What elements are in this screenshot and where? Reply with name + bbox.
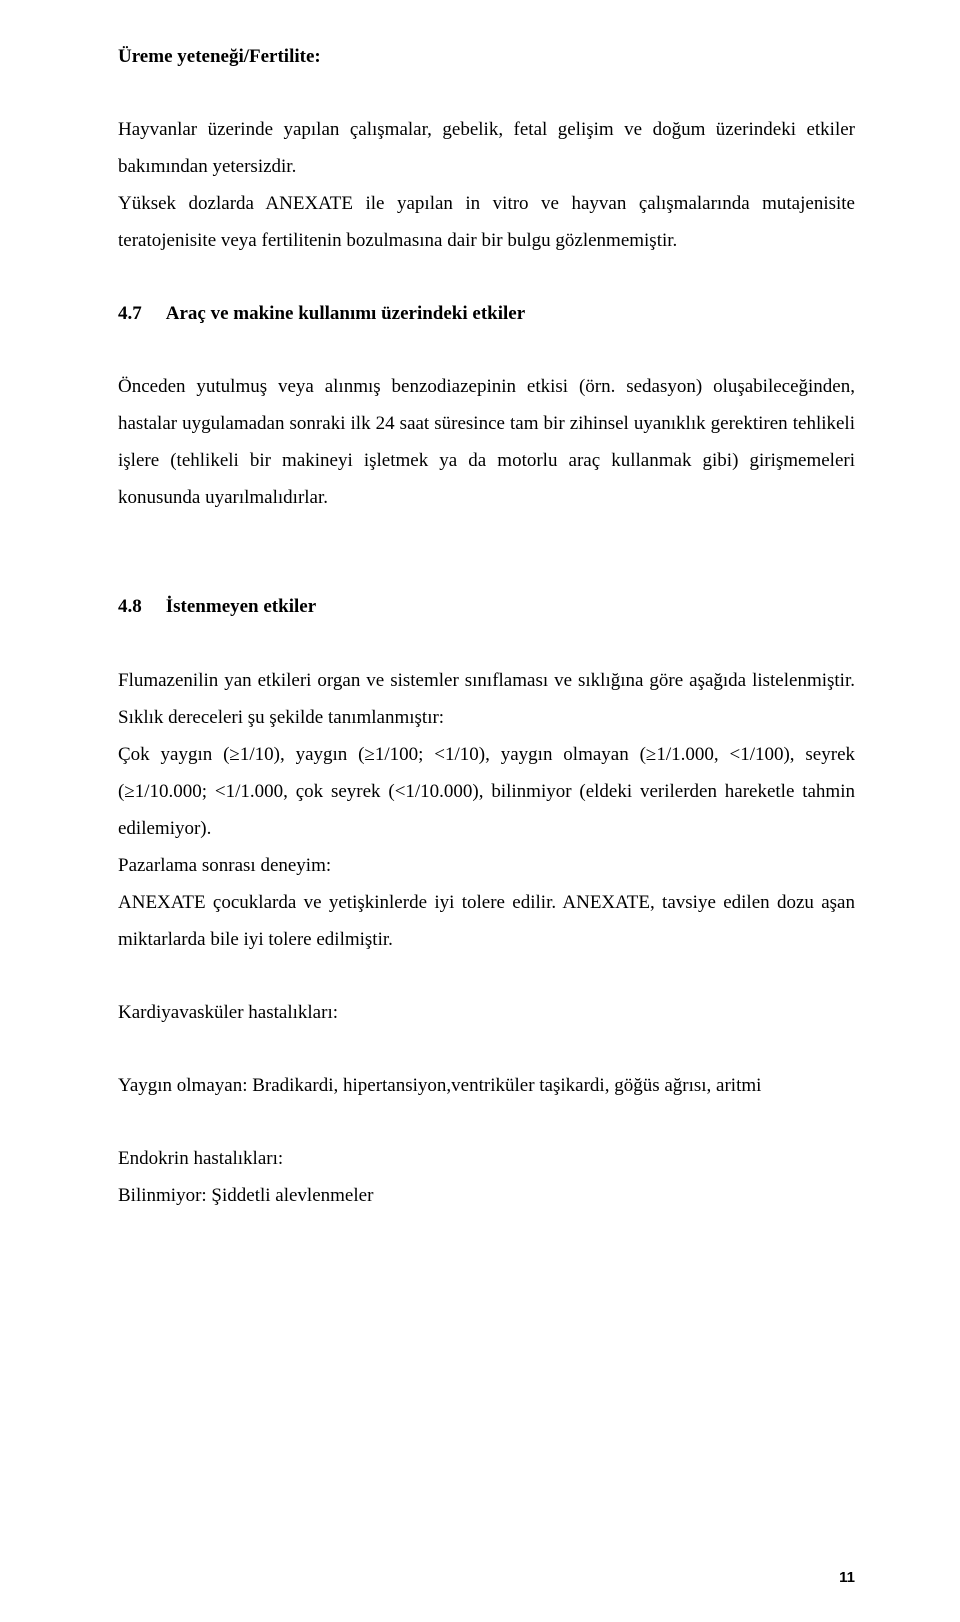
section-4-8-paragraph-4: ANEXATE çocuklarda ve yetişkinlerde iyi …	[118, 884, 855, 958]
section-4-7-title: Araç ve makine kullanımı üzerindeki etki…	[166, 295, 525, 332]
section-4-8-title: İstenmeyen etkiler	[166, 588, 316, 625]
document-page: Üreme yeteneği/Fertilite: Hayvanlar üzer…	[0, 0, 960, 1622]
section-4-8-paragraph-2: Çok yaygın (≥1/10), yaygın (≥1/100; <1/1…	[118, 736, 855, 847]
section-4-8-paragraph-1: Flumazenilin yan etkileri organ ve siste…	[118, 662, 855, 736]
section-4-7-heading: 4.7 Araç ve makine kullanımı üzerindeki …	[118, 295, 855, 332]
cardio-heading: Kardiyavasküler hastalıkları:	[118, 994, 855, 1031]
section-4-7-paragraph: Önceden yutulmuş veya alınmış benzodiaze…	[118, 368, 855, 516]
endocrine-paragraph: Bilinmiyor: Şiddetli alevlenmeler	[118, 1177, 855, 1214]
endocrine-heading: Endokrin hastalıkları:	[118, 1140, 855, 1177]
section-4-7-number: 4.7	[118, 295, 142, 332]
section-4-8-number: 4.8	[118, 588, 142, 625]
fertility-paragraph-1: Hayvanlar üzerinde yapılan çalışmalar, g…	[118, 111, 855, 185]
fertility-paragraph-2: Yüksek dozlarda ANEXATE ile yapılan in v…	[118, 185, 855, 259]
section-4-8-paragraph-3: Pazarlama sonrası deneyim:	[118, 847, 855, 884]
cardio-paragraph: Yaygın olmayan: Bradikardi, hipertansiyo…	[118, 1067, 855, 1104]
page-number: 11	[839, 1563, 855, 1592]
section-4-8-heading: 4.8 İstenmeyen etkiler	[118, 588, 855, 625]
fertility-heading: Üreme yeteneği/Fertilite:	[118, 38, 855, 75]
